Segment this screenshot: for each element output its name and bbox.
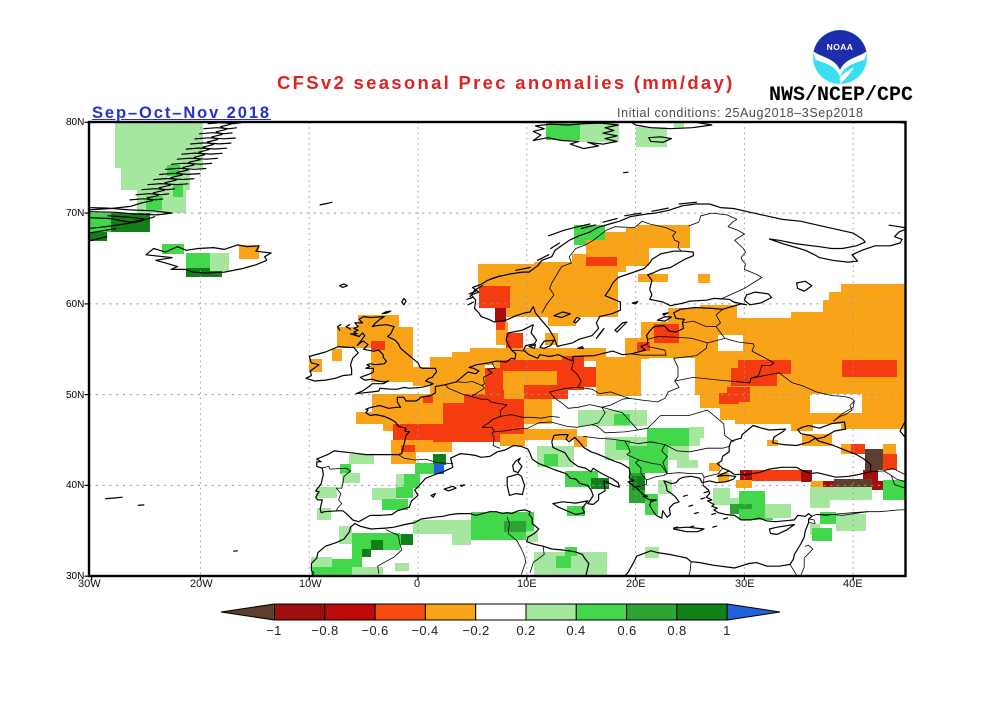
svg-text:0.4: 0.4: [566, 623, 585, 638]
svg-text:0.6: 0.6: [617, 623, 636, 638]
svg-text:−0.4: −0.4: [411, 623, 438, 638]
svg-text:−0.8: −0.8: [311, 623, 338, 638]
svg-text:0.8: 0.8: [667, 623, 686, 638]
svg-text:NOAA: NOAA: [827, 42, 854, 52]
svg-text:0.2: 0.2: [516, 623, 535, 638]
svg-text:−0.2: −0.2: [462, 623, 489, 638]
svg-text:−1: −1: [266, 623, 282, 638]
svg-text:1: 1: [723, 623, 731, 638]
svg-text:−0.6: −0.6: [361, 623, 388, 638]
